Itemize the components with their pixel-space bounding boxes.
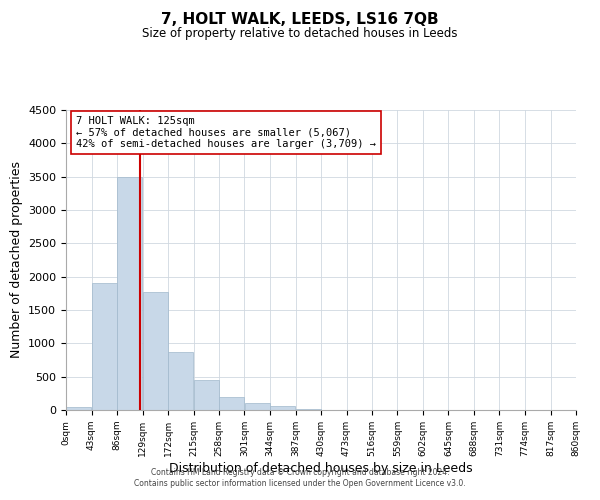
Bar (194, 380, 219, 410)
Text: 7 HOLT WALK: 125sqm
← 57% of detached houses are smaller (5,067)
42% of semi-det: 7 HOLT WALK: 125sqm ← 57% of detached ho… (76, 116, 376, 149)
Bar (219, 398, 244, 410)
Text: 7, HOLT WALK, LEEDS, LS16 7QB: 7, HOLT WALK, LEEDS, LS16 7QB (161, 12, 439, 28)
Bar (270, 406, 295, 410)
Bar (168, 352, 193, 410)
Bar (296, 408, 321, 410)
Text: Size of property relative to detached houses in Leeds: Size of property relative to detached ho… (142, 28, 458, 40)
Text: Contains HM Land Registry data © Crown copyright and database right 2024.
Contai: Contains HM Land Registry data © Crown c… (134, 468, 466, 487)
Bar (245, 404, 270, 410)
X-axis label: Distribution of detached houses by size in Leeds: Distribution of detached houses by size … (169, 462, 473, 474)
Y-axis label: Number of detached properties: Number of detached properties (10, 162, 23, 358)
Bar (66, 406, 91, 410)
Bar (143, 292, 168, 410)
Bar (92, 284, 117, 410)
Bar (117, 176, 142, 410)
